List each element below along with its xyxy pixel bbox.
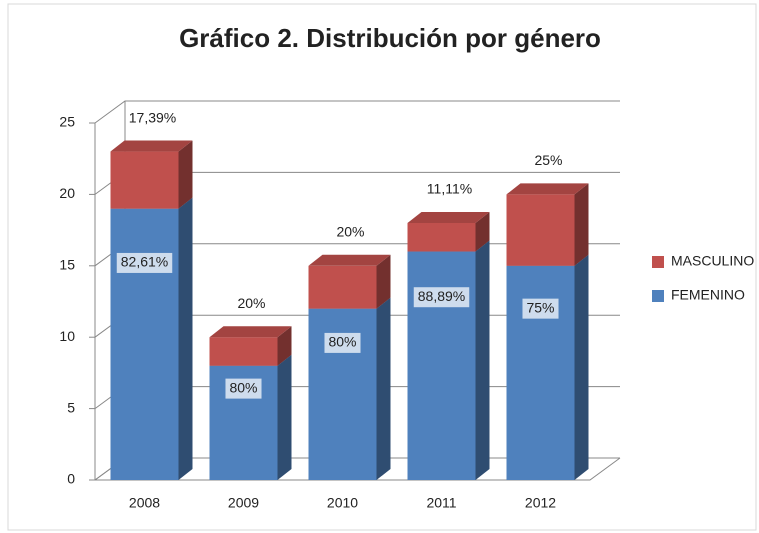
data-label: 20%	[336, 224, 364, 240]
x-tick-label: 2010	[327, 495, 358, 511]
bar-front	[506, 265, 575, 480]
bar-side	[277, 326, 292, 366]
bar-segment	[209, 326, 292, 366]
data-label: 75%	[526, 299, 554, 315]
bar-top	[110, 140, 193, 152]
bars	[110, 140, 589, 480]
bar-side	[475, 211, 490, 252]
bar-front	[308, 265, 377, 309]
bar-top	[308, 254, 391, 266]
bar-side	[475, 240, 490, 480]
data-label-bg	[116, 252, 173, 273]
x-tick-label: 2009	[228, 495, 259, 511]
bar-front	[407, 222, 476, 252]
bar-side	[574, 254, 589, 480]
data-label: 88,89%	[418, 288, 465, 304]
bar-top	[407, 211, 490, 223]
bar-side	[574, 183, 589, 266]
bar-side	[178, 140, 193, 209]
y-tick-label: 5	[67, 399, 75, 415]
data-label: 11,11%	[427, 181, 472, 197]
bar-front	[110, 151, 179, 209]
bar-segment	[308, 297, 391, 480]
legend-label: MASCULINO	[671, 253, 754, 269]
data-label: 80%	[229, 379, 257, 395]
bar-side	[376, 297, 391, 480]
bar-top	[506, 183, 589, 195]
bar-front	[407, 251, 476, 480]
data-label-bg	[225, 378, 262, 399]
bar-side	[178, 197, 193, 480]
y-tick-label: 0	[67, 471, 75, 487]
bar-segment	[407, 240, 490, 480]
bar-front	[506, 194, 575, 266]
data-label: 80%	[328, 334, 356, 350]
x-tick-label: 2008	[129, 495, 160, 511]
bar-segment	[110, 197, 193, 480]
bar-front	[110, 208, 179, 480]
y-tick-label: 20	[59, 185, 75, 201]
legend-swatch	[652, 290, 664, 302]
bar-segment	[110, 140, 193, 209]
legend-label: FEMENINO	[671, 287, 745, 303]
data-label-bg	[522, 298, 559, 319]
y-tick-label: 15	[59, 257, 75, 273]
x-tick-label: 2012	[525, 495, 556, 511]
chart-title: Gráfico 2. Distribución por género	[179, 23, 601, 53]
bar-segment	[506, 183, 589, 266]
bar-segment	[308, 254, 391, 309]
data-label-bg	[324, 332, 361, 353]
data-label: 82,61%	[121, 254, 168, 270]
legend-swatch	[652, 256, 664, 268]
bar-top	[209, 326, 292, 338]
y-tick-label: 25	[59, 114, 75, 130]
bar-side	[376, 254, 391, 309]
bar-front	[209, 337, 278, 366]
x-tick-label: 2011	[426, 495, 456, 511]
data-label: 17,39%	[129, 109, 176, 125]
bar-segment	[209, 354, 292, 480]
data-label-bg	[413, 287, 470, 308]
data-label: 25%	[534, 152, 562, 168]
bar-segment	[506, 254, 589, 480]
grid-line	[94, 100, 620, 124]
y-tick-label: 10	[59, 328, 75, 344]
bar-side	[277, 354, 292, 480]
data-labels: 82,61% 17,39% 80% 20% 80% 20% 88,89% 11,11% 75% 2…	[116, 109, 563, 399]
bar-segment	[407, 211, 490, 252]
data-label: 20%	[237, 295, 265, 311]
